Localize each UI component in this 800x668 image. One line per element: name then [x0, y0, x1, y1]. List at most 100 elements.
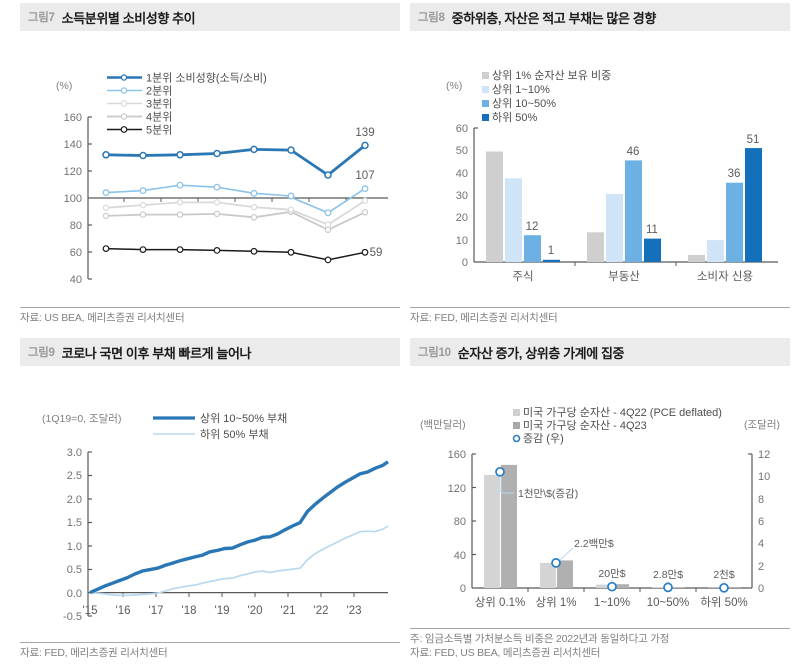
figure-10-title: 순자산 증가, 상위층 가계에 집중: [457, 345, 625, 361]
figure-8-divider: [410, 307, 790, 308]
figure-7-ytick-60: 60: [70, 247, 82, 259]
figure-9-xtick-8: '23: [347, 605, 362, 617]
figure-7-footer: 자료: US BEA, 메리츠증권 리서치센터: [20, 307, 400, 325]
figure-8-label-3-1: 11: [646, 224, 658, 236]
figure-9-legend-label-0: 상위 10~50% 부채: [200, 412, 287, 425]
figure-10-annotations: 1천만\$(증감) 2.2백만$ 20만$ 2.8만$ 2천$: [518, 488, 735, 581]
figure-10-footer: 주: 임금소득별 가처분소득 비중은 2022년과 동일하다고 가정 자료: F…: [410, 628, 790, 660]
figure-9-series-0-line: [89, 460, 389, 595]
figure-8-ytick-50: 50: [456, 145, 468, 157]
figure-8-label-3-0: 1: [548, 245, 554, 257]
figure-8-legend-swatch-1: [482, 86, 489, 93]
figure-10-ytick-120: 120: [448, 483, 466, 495]
figure-7-ytick-120: 120: [64, 166, 82, 178]
figure-10-xtick-3: 10~50%: [647, 597, 690, 609]
figure-10-annotation-1: 2.2백만$: [574, 538, 614, 550]
figure-10-bar-1-1: [557, 560, 573, 588]
figure-7-legend-label-2: 3분위: [146, 98, 172, 111]
figure-8-title: 중하위층, 자산은 적고 부채는 많은 경향: [451, 10, 657, 26]
figure-10-y2tick-2: 2: [758, 561, 764, 573]
figure-10-bar-1-2: [613, 584, 629, 588]
figure-10-bar-0-0: [484, 474, 500, 588]
figure-10-right-axis-label: (조달러): [744, 419, 780, 431]
figure-9-series-1-line: [89, 525, 389, 597]
figure-10-header: 그림10 순자산 증가, 상위층 가계에 집중: [410, 338, 790, 366]
figure-7-endlabel-4: 59: [370, 247, 383, 259]
figure-10-right-y-axis: 12 10 8 6 4 2 0: [748, 449, 770, 595]
figure-7-x-ticks: [123, 198, 347, 202]
figure-8-unit-label: (%): [446, 80, 462, 92]
figure-10-y2tick-6: 6: [758, 516, 764, 528]
figure-10-x-axis-labels: 상위 0.1% 상위 1% 1~10% 10~50% 하위 50%: [475, 595, 748, 609]
figure-10-annotation-0: 1천만\$(증감): [518, 488, 578, 500]
figure-9-xtick-5: '20: [248, 605, 263, 617]
figure-9-footer: 자료: FED, 메리츠증권 리서치센터: [20, 642, 400, 660]
figure-8-bar-3-1: [644, 238, 661, 262]
figure-8-y-axis: 60 50 40 30 20 10 0: [456, 123, 478, 269]
figure-8-label-3-2: 51: [747, 134, 760, 146]
figure-7-unit-label: (%): [56, 80, 72, 92]
figure-7-series-4-line: [105, 247, 366, 261]
figure-9-x-axis-labels: '15 '16 '17 '18 '19 '20 '21 '22 '23: [83, 605, 362, 617]
figure-10-ytick-0: 0: [460, 583, 466, 595]
figure-8-legend-label-2: 상위 10~50%: [492, 97, 556, 110]
figure-7-legend-label-4: 5분위: [146, 124, 172, 137]
figure-8-bar-1-0: [505, 178, 522, 262]
figure-9-ytick-25: 2.5: [67, 470, 82, 482]
figure-10-plot: (백만달러) (조달러) 미국 가구당 순자산 - 4Q22 (PCE defl…: [410, 366, 790, 621]
figure-8-bar-3-0: [543, 259, 560, 262]
figure-8-ytick-60: 60: [456, 123, 468, 135]
figure-10-y2tick-12: 12: [758, 449, 770, 461]
figure-8-chart: (%) 상위 1% 순자산 보유 비중 상위 1~10% 상위 10~50% 하…: [446, 69, 778, 283]
figure-9-ytick-00: 0.0: [67, 588, 82, 600]
figure-9-title: 코로나 국면 이후 부채 빠르게 늘어나: [61, 345, 252, 361]
figure-10-marker-3: [663, 582, 673, 593]
figure-10-bar-1-3: [669, 587, 685, 588]
figure-10-marker-1: [551, 558, 561, 568]
figure-8-legend-swatch-3: [482, 114, 489, 121]
figure-10-source: 자료: FED, US BEA, 메리츠증권 리서치센터: [410, 647, 601, 659]
figure-9-unit-label: (1Q19=0, 조달러): [42, 413, 121, 425]
figure-8-ytick-20: 20: [456, 212, 468, 224]
figure-10-legend-label-2: 증감 (우): [523, 432, 564, 445]
figure-10-left-y-axis: 160 120 80 40 0: [448, 449, 476, 595]
figure-8-xtick-1: 부동산: [608, 270, 640, 283]
figure-10-ytick-80: 80: [454, 516, 466, 528]
figure-7-legend-label-3: 4분위: [146, 111, 172, 124]
figure-7-ytick-80: 80: [70, 220, 82, 232]
figure-8-bars: [486, 148, 762, 262]
figure-7-endlabel-1: 107: [355, 170, 374, 182]
figure-10-legend-swatch-1: [513, 422, 520, 429]
figure-7-series-3-line: [105, 210, 366, 231]
figure-9-source: 자료: FED, 메리츠증권 리서치센터: [20, 647, 168, 659]
figure-8-legend-swatch-2: [482, 100, 489, 107]
figure-9-ytick-15: 1.5: [67, 517, 82, 529]
figure-8-xtick-0: 주식: [512, 270, 533, 283]
figure-10-xtick-2: 1~10%: [594, 597, 630, 609]
figure-7-header: 그림7 소득분위별 소비성향 추이: [20, 3, 400, 31]
figure-10-bar-1-0: [501, 464, 517, 588]
figure-7-markers: [102, 141, 369, 264]
figure-7-plot: (%) 1분위 소비성향(소득/소비) 2분위 3분위 4분위: [20, 31, 400, 286]
figure-10-legend-label-1: 미국 가구당 순자산 - 4Q23: [523, 419, 647, 432]
figure-10-y2tick-8: 8: [758, 494, 764, 506]
figure-9-xtick-7: '22: [314, 605, 329, 617]
figure-10-legend-swatch-0: [513, 409, 520, 416]
figure-10-markers: [495, 466, 729, 593]
figure-10-bar-0-1: [540, 562, 556, 588]
figure-7-legend-label-0: 1분위 소비성향(소득/소비): [146, 72, 267, 85]
figure-10-legend-label-0: 미국 가구당 순자산 - 4Q22 (PCE deflated): [523, 406, 722, 419]
figure-8-footer: 자료: FED, 메리츠증권 리서치센터: [410, 307, 790, 325]
figure-10-bars: [484, 464, 741, 588]
figure-7-legend: 1분위 소비성향(소득/소비) 2분위 3분위 4분위 5분위: [107, 72, 267, 137]
figure-7-y-axis: 160 140 120 100 80 60 40: [64, 112, 92, 286]
figure-9-xtick-0: '15: [83, 605, 98, 617]
figure-8-ytick-30: 30: [456, 190, 468, 202]
figure-7-legend-label-1: 2분위: [146, 85, 172, 98]
figure-9-ytick-30: 3.0: [67, 447, 82, 459]
figure-8-legend-label-1: 상위 1~10%: [492, 83, 550, 96]
figure-9-xtick-1: '16: [116, 605, 131, 617]
figure-9-legend: 상위 10~50% 부채 하위 50% 부채: [153, 412, 287, 441]
figure-10-y2tick-10: 10: [758, 471, 770, 483]
figure-10-number: 그림10: [418, 347, 451, 359]
